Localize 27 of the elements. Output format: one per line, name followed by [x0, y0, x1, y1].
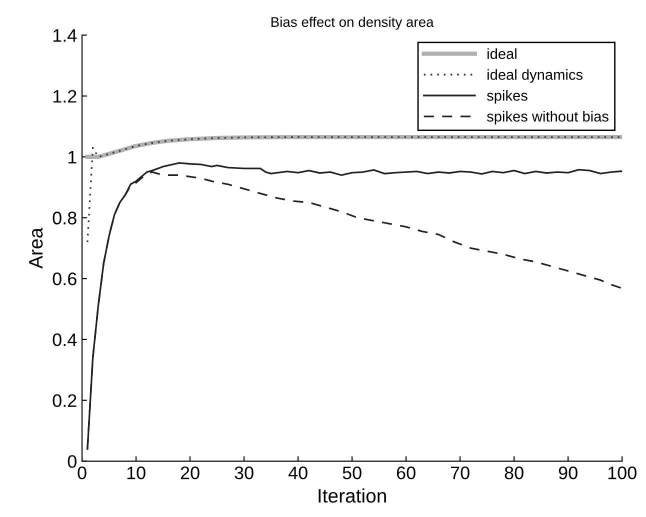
- x-tick-label: 100: [608, 466, 636, 480]
- legend-label: spikes: [486, 90, 528, 104]
- legend-label: ideal dynamics: [488, 69, 583, 83]
- x-tick-label: 90: [558, 466, 578, 480]
- y-tick-label: 1: [68, 150, 76, 164]
- x-tick-label: 40: [288, 466, 308, 480]
- x-tick-label: 30: [234, 466, 254, 480]
- y-tick-label: 1.2: [53, 90, 76, 103]
- x-tick-label: 50: [342, 466, 362, 480]
- x-tick-label: 70: [450, 466, 470, 480]
- x-axis-title: Iteration: [318, 488, 386, 503]
- line-series: [86, 136, 622, 243]
- y-tick-label: 0.4: [52, 333, 77, 346]
- x-tick-label: 60: [396, 466, 416, 480]
- x-tick-label: 0: [78, 466, 86, 480]
- y-tick-label: 1.4: [53, 29, 77, 42]
- legend-label: ideal: [488, 48, 516, 59]
- y-tick-label: 0.8: [52, 212, 76, 224]
- y-tick-label: 0: [68, 455, 76, 468]
- y-tick-label: 0.2: [52, 394, 76, 408]
- x-tick-label: 80: [504, 466, 524, 480]
- x-tick-label: 10: [127, 466, 146, 480]
- y-tick-label: 0.6: [52, 272, 76, 286]
- legend-label: spikes without bias: [486, 110, 608, 125]
- x-tick-label: 20: [180, 466, 200, 480]
- chart-title: Bias effect on density area: [272, 16, 434, 30]
- y-axis-title: Area: [29, 228, 43, 269]
